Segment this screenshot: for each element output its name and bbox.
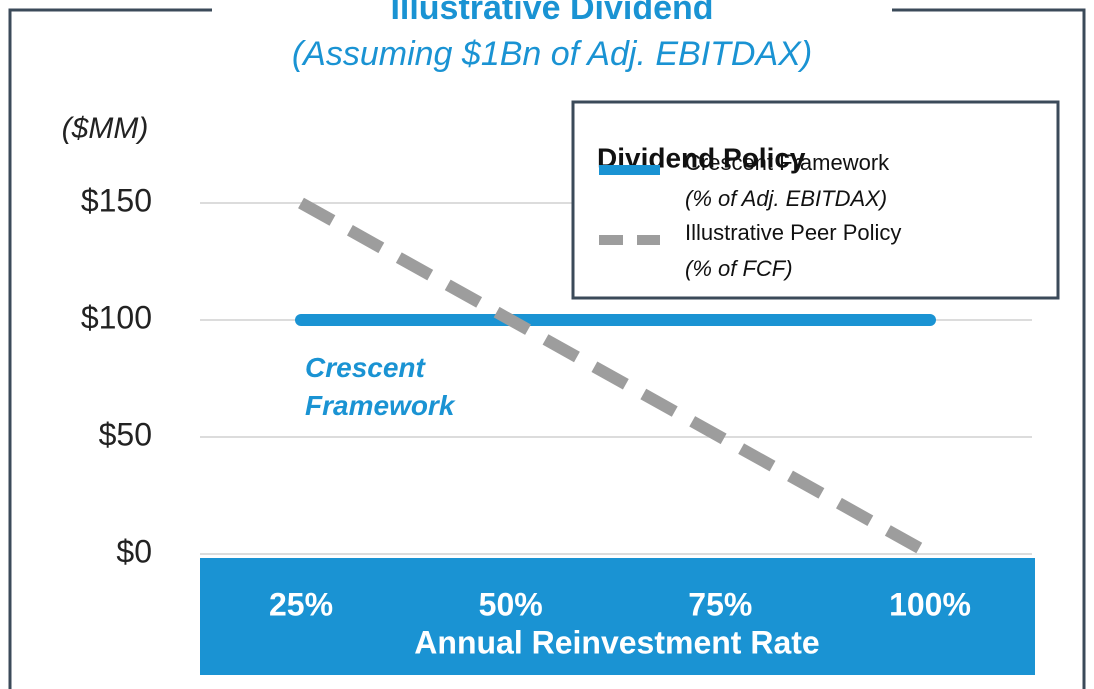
y-tick-label: $150: [81, 182, 152, 218]
x-tick-label: 25%: [269, 586, 333, 622]
legend-label: Illustrative Peer Policy: [685, 220, 901, 245]
annotation-line: Crescent: [305, 352, 433, 383]
y-tick-label: $100: [81, 299, 152, 335]
legend-box: [571, 100, 1060, 300]
x-tick-label: 100%: [889, 586, 971, 622]
y-tick-label: $0: [116, 533, 152, 569]
legend-note: (% of Adj. EBITDAX): [685, 186, 887, 211]
frame: [8, 8, 1086, 689]
x-tick-label: 75%: [688, 586, 752, 622]
x-axis-label: Annual Reinvestment Rate: [414, 624, 819, 660]
chart-title: Illustrative Dividend: [390, 0, 713, 27]
x-axis-band: [200, 558, 1035, 675]
chart-subtitle: (Assuming $1Bn of Adj. EBITDAX): [292, 35, 812, 73]
x-tick-label: 50%: [479, 586, 543, 622]
annotation: Crescent Framework: [305, 352, 456, 421]
series-line: [298, 197, 933, 560]
legend-label: Crescent Framework: [685, 150, 890, 175]
y-axis-label: ($MM): [62, 112, 149, 145]
annotation-line: Framework: [305, 390, 456, 421]
y-tick-label: $50: [99, 416, 152, 452]
legend-note: (% of FCF): [685, 256, 793, 281]
